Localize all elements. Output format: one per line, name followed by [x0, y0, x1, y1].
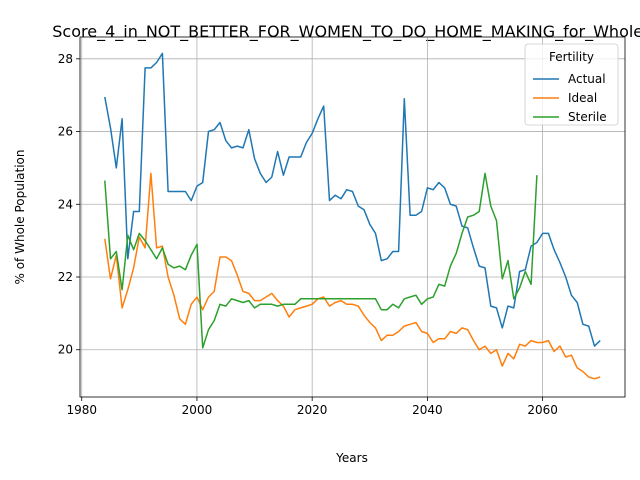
series-line-sterile [104, 172, 538, 349]
y-tick-label: 26 [58, 125, 73, 139]
series-line-ideal [104, 172, 601, 380]
x-tick-label: 2020 [297, 403, 328, 417]
series-line-actual [104, 52, 601, 347]
legend-label-sterile: Sterile [568, 110, 607, 124]
y-tick-label: 24 [58, 197, 73, 211]
legend-title: Fertility [549, 50, 594, 64]
x-axis-label: Years [335, 451, 368, 465]
x-tick-label: 2040 [412, 403, 443, 417]
y-tick-label: 22 [58, 270, 73, 284]
y-tick-label: 28 [58, 52, 73, 66]
series-lines [104, 52, 601, 380]
legend-box [524, 43, 619, 126]
chart-title: Score_4_in_NOT_BETTER_FOR_WOMEN_TO_DO_HO… [52, 22, 640, 42]
x-tick-label: 2060 [527, 403, 558, 417]
y-axis-label: % of Whole Population [13, 150, 27, 285]
x-tick-label: 2000 [182, 403, 213, 417]
y-axis-ticks: 20 22 24 26 28 [58, 52, 80, 357]
plot-frame [79, 36, 626, 398]
legend: Fertility Actual Ideal Sterile [524, 43, 619, 126]
legend-label-ideal: Ideal [568, 91, 597, 105]
y-tick-label: 20 [58, 343, 73, 357]
x-axis-ticks: 1980 2000 2020 2040 2060 [66, 397, 558, 417]
legend-label-actual: Actual [568, 72, 606, 86]
x-tick-label: 1980 [66, 403, 97, 417]
